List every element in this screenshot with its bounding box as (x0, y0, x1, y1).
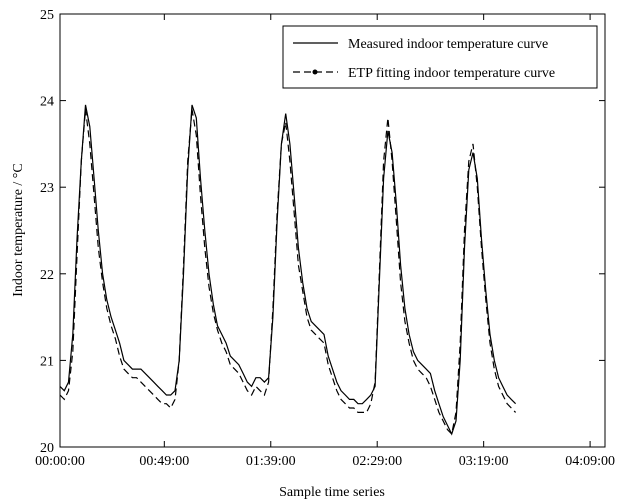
series-layer (59, 104, 517, 436)
legend-marker-etp (312, 69, 318, 75)
legend-label-etp: ETP fitting indoor temperature curve (348, 66, 555, 81)
legend-label-measured: Measured indoor temperature curve (348, 37, 548, 52)
plot-frame (59, 13, 606, 448)
x-axis-label: Sample time series (279, 485, 385, 500)
legend: Measured indoor temperature curve ETP fi… (282, 25, 598, 89)
x-tick-label: 04:09:00 (565, 454, 615, 469)
x-tick-label: 00:00:00 (35, 454, 85, 469)
y-tick-label: 20 (40, 441, 54, 456)
x-tick-label: 03:19:00 (459, 454, 509, 469)
y-tick-label: 25 (40, 8, 54, 23)
y-tick-label: 24 (40, 95, 54, 110)
y-tick-label: 23 (40, 181, 54, 196)
x-tick-label: 02:29:00 (352, 454, 402, 469)
series-line-etp (59, 109, 517, 436)
series-line-measured (59, 104, 517, 436)
legend-box (282, 25, 598, 89)
y-axis-label: Indoor temperature / °C (11, 163, 26, 297)
y-tick-label: 22 (40, 268, 54, 283)
y-axis-ticks: 20 21 22 23 24 25 (40, 8, 605, 456)
x-axis-ticks: 00:00:00 00:49:00 01:39:00 02:29:00 03:19:00… (35, 14, 615, 469)
y-tick-label: 21 (40, 354, 54, 369)
x-tick-label: 00:49:00 (139, 454, 189, 469)
x-tick-label: 01:39:00 (246, 454, 296, 469)
